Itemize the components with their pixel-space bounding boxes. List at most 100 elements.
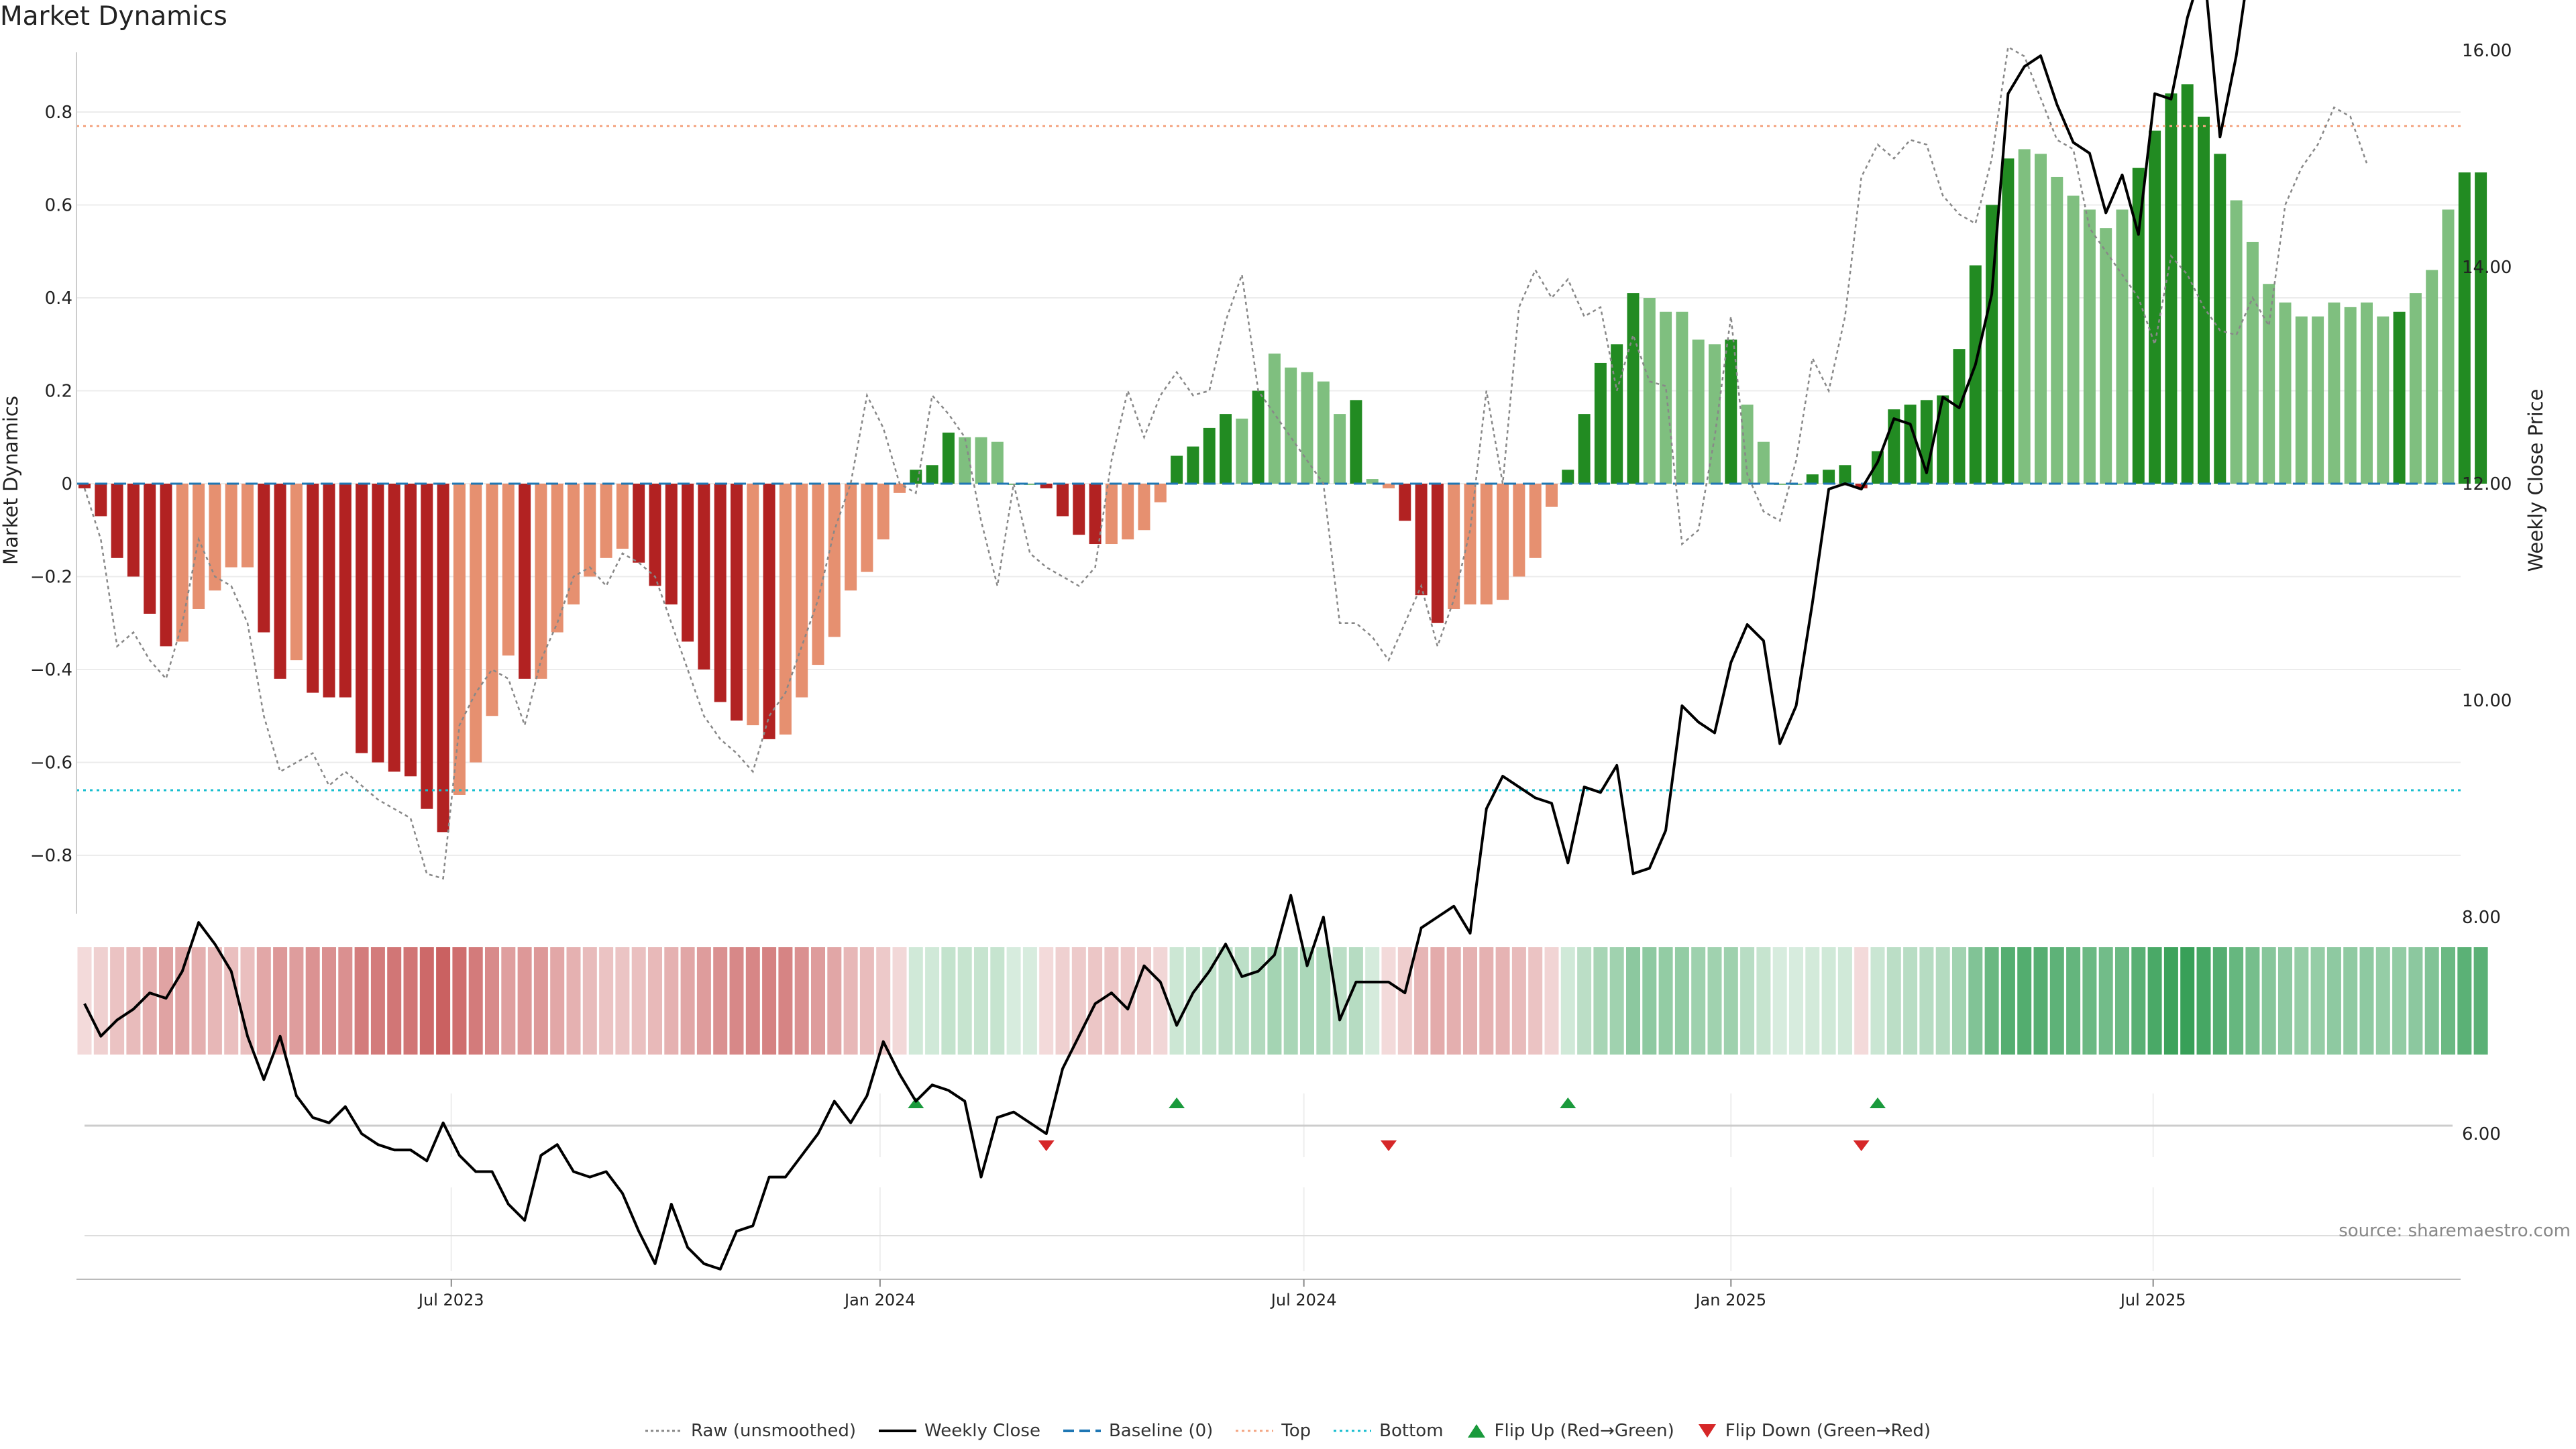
dynamics-bar (323, 484, 335, 698)
dynamics-bar (111, 484, 123, 558)
left-axis-label: Market Dynamics (0, 396, 22, 565)
dynamics-bar (1741, 405, 1754, 484)
dynamics-bar (1823, 470, 1835, 484)
dynamics-bar (2361, 302, 2373, 484)
dynamics-bar (535, 484, 547, 679)
flip-down-marker (1381, 1140, 1397, 1151)
heat-cell (485, 947, 499, 1055)
heat-cell (925, 947, 940, 1055)
heat-cell (1365, 947, 1380, 1055)
heat-cell (1593, 947, 1608, 1055)
heat-cell (126, 947, 141, 1055)
weekly-close-line (83, 0, 2246, 1271)
heat-cell (354, 947, 369, 1055)
heat-cell (566, 947, 581, 1055)
dynamics-bar (1122, 484, 1134, 540)
heat-cell (1740, 947, 1755, 1055)
dynamics-bar (633, 484, 645, 563)
heat-cell (2082, 947, 2097, 1055)
dynamics-bar (1660, 311, 1672, 484)
dynamics-bar (1513, 484, 1525, 577)
dynamics-bar (372, 484, 384, 763)
heat-cell (1609, 947, 1624, 1055)
dynamics-bar (1220, 414, 1232, 484)
left-tick-label: −0.2 (30, 568, 72, 588)
heat-cell (908, 947, 923, 1055)
dynamics-bar (1953, 349, 1966, 484)
dynamics-bar (1904, 405, 1917, 484)
heat-cell (110, 947, 125, 1055)
dynamics-bar (486, 484, 498, 716)
heat-cell (713, 947, 728, 1055)
heat-cell (2408, 947, 2423, 1055)
left-tick-label: −0.4 (30, 660, 72, 680)
flip-down-marker (1853, 1140, 1870, 1151)
right-tick-label: 16.00 (2462, 41, 2512, 61)
heat-cell (762, 947, 777, 1055)
green-up-triangle-icon (1467, 1424, 1485, 1438)
dynamics-bar (812, 484, 824, 665)
dynamics-bar (2018, 149, 2031, 484)
dynamics-bar (2035, 154, 2047, 484)
heat-cell (1870, 947, 1885, 1055)
heat-cell (892, 947, 907, 1055)
x-tick-label: Jul 2025 (2119, 1291, 2186, 1309)
x-tick-label: Jan 2024 (843, 1291, 916, 1309)
dotted-gray-line-icon (645, 1430, 683, 1432)
flip-up-marker (908, 1097, 924, 1108)
dynamics-bar (405, 484, 417, 777)
dynamics-bar (2083, 209, 2096, 484)
heat-cell (729, 947, 744, 1055)
heat-cell (1756, 947, 1771, 1055)
dynamics-bar (502, 484, 515, 656)
heat-cell (2310, 947, 2325, 1055)
dynamics-bar (682, 484, 694, 642)
dynamics-bar (1464, 484, 1477, 605)
heat-cell (1022, 947, 1037, 1055)
dynamics-bars (78, 84, 2487, 833)
dynamics-bar (649, 484, 661, 586)
right-axis-label: Weekly Close Price (2524, 389, 2547, 572)
source-note: source: sharemaestro.com (2339, 1221, 2571, 1241)
heat-cell (1055, 947, 1070, 1055)
right-tick-label: 14.00 (2462, 258, 2512, 278)
heat-cell (1789, 947, 1803, 1055)
heat-cell (1984, 947, 1999, 1055)
heat-cell (452, 947, 467, 1055)
dynamics-bar (877, 484, 890, 540)
dynamics-bar (2263, 284, 2275, 484)
dynamics-bar (2426, 270, 2438, 484)
dynamics-bar (861, 484, 873, 572)
dynamics-bar (1676, 311, 1688, 484)
dotted-cyan-line-icon (1334, 1430, 1372, 1432)
heat-cell (338, 947, 353, 1055)
heat-cell (142, 947, 157, 1055)
dynamics-bar (1806, 474, 1819, 484)
dynamics-bar (568, 484, 580, 605)
legend-item-flip-up: Flip Up (Red→Green) (1466, 1421, 1674, 1441)
legend: Raw (unsmoothed) Weekly Close Baseline (… (0, 1421, 2576, 1441)
dynamics-bar (1040, 484, 1053, 488)
x-tick-label: Jul 2023 (417, 1291, 484, 1309)
heat-cell (240, 947, 255, 1055)
dynamics-bar (1562, 470, 1574, 484)
dynamics-bar (959, 437, 971, 484)
heat-cell (1088, 947, 1103, 1055)
heat-cell (2473, 947, 2488, 1055)
dynamics-bar (1497, 484, 1509, 600)
heat-cell (2294, 947, 2309, 1055)
heat-strip (77, 947, 2488, 1055)
dynamics-bar (1383, 484, 1395, 488)
heat-cell (664, 947, 679, 1055)
dynamics-bar (421, 484, 433, 809)
legend-item-flip-down: Flip Down (Green→Red) (1697, 1421, 1931, 1441)
heat-cell (1039, 947, 1054, 1055)
dynamics-bar (1366, 479, 1379, 484)
heat-cell (191, 947, 206, 1055)
heat-cell (1430, 947, 1445, 1055)
heat-cell (2375, 947, 2390, 1055)
dynamics-bar (95, 484, 107, 517)
heat-cell (2017, 947, 2032, 1055)
dynamics-bar (1317, 381, 1330, 484)
